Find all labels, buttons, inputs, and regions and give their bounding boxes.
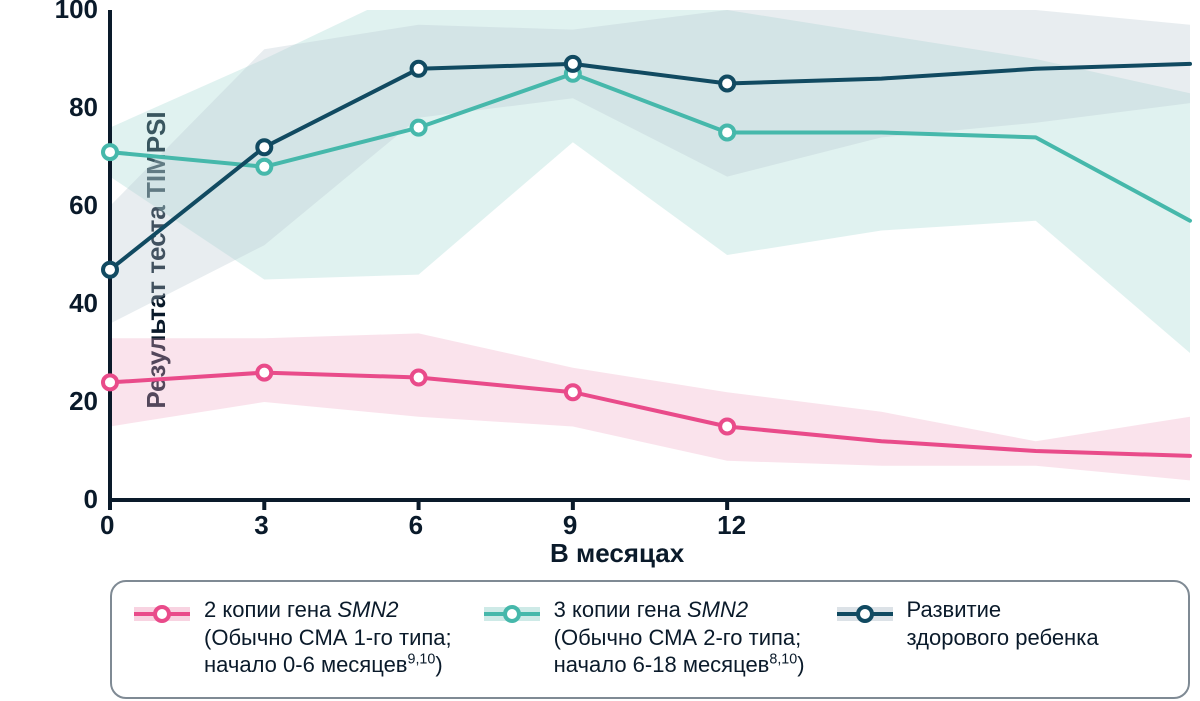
legend-line1: Развитие [907,597,1002,622]
marker-healthy [257,140,271,154]
marker-healthy [412,62,426,76]
legend-swatch-svg [837,599,893,629]
y-tick-label: 100 [55,0,98,25]
legend-swatch [837,599,893,629]
legend-line2: (Обычно СМА 1-го типа; [204,625,452,650]
legend-line1: 3 копии гена [554,597,687,622]
x-tick-label: 9 [563,510,577,541]
legend-swatch-svg [134,599,190,629]
legend-line3: начало 6-18 месяцев8,10) [554,652,805,677]
y-tick-label: 40 [69,288,98,319]
y-tick-label: 0 [84,484,98,515]
y-tick-label: 20 [69,386,98,417]
band-smn2_2 [110,333,1190,480]
x-tick-label: 3 [254,510,268,541]
marker-healthy [720,77,734,91]
legend-swatch [484,599,540,629]
legend-gene: SMN2 [687,597,748,622]
marker-smn2_3 [412,121,426,135]
marker-smn2_2 [566,385,580,399]
legend-line2: (Обычно СМА 2-го типа; [554,625,802,650]
legend-item-smn2_3: 3 копии гена SMN2 (Обычно СМА 2-го типа;н… [484,596,805,679]
legend-line1: 2 копии гена [204,597,337,622]
timpsi-chart: Результат теста TIMPSI 020406080100 0369… [0,0,1200,565]
x-tick-label: 12 [717,510,746,541]
y-tick-label: 60 [69,190,98,221]
legend-item-smn2_2: 2 копии гена SMN2 (Обычно СМА 1-го типа;н… [134,596,452,679]
marker-smn2_3 [103,145,117,159]
legend-text: 2 копии гена SMN2 (Обычно СМА 1-го типа;н… [204,596,452,679]
legend-item-healthy: Развитие здорового ребенка [837,596,1099,679]
marker-smn2_3 [720,126,734,140]
legend-line2: здорового ребенка [907,625,1099,650]
marker-smn2_3 [257,160,271,174]
legend-text: Развитие здорового ребенка [907,596,1099,651]
marker-smn2_2 [412,371,426,385]
legend: 2 копии гена SMN2(Обычно СМА 1-го типа;н… [110,580,1190,699]
legend-swatch [134,599,190,629]
plot-area [110,10,1190,500]
legend-gene: SMN2 [337,597,398,622]
x-axis-label: В месяцах [550,538,684,569]
marker-healthy [103,263,117,277]
marker-smn2_2 [257,366,271,380]
x-tick-label: 0 [100,510,114,541]
marker-smn2_2 [720,420,734,434]
legend-swatch-svg [484,599,540,629]
marker-healthy [566,57,580,71]
x-tick-label: 6 [409,510,423,541]
marker-smn2_2 [103,375,117,389]
legend-text: 3 копии гена SMN2 (Обычно СМА 2-го типа;н… [554,596,805,679]
legend-line3: начало 0-6 месяцев9,10) [204,652,443,677]
y-tick-label: 80 [69,92,98,123]
